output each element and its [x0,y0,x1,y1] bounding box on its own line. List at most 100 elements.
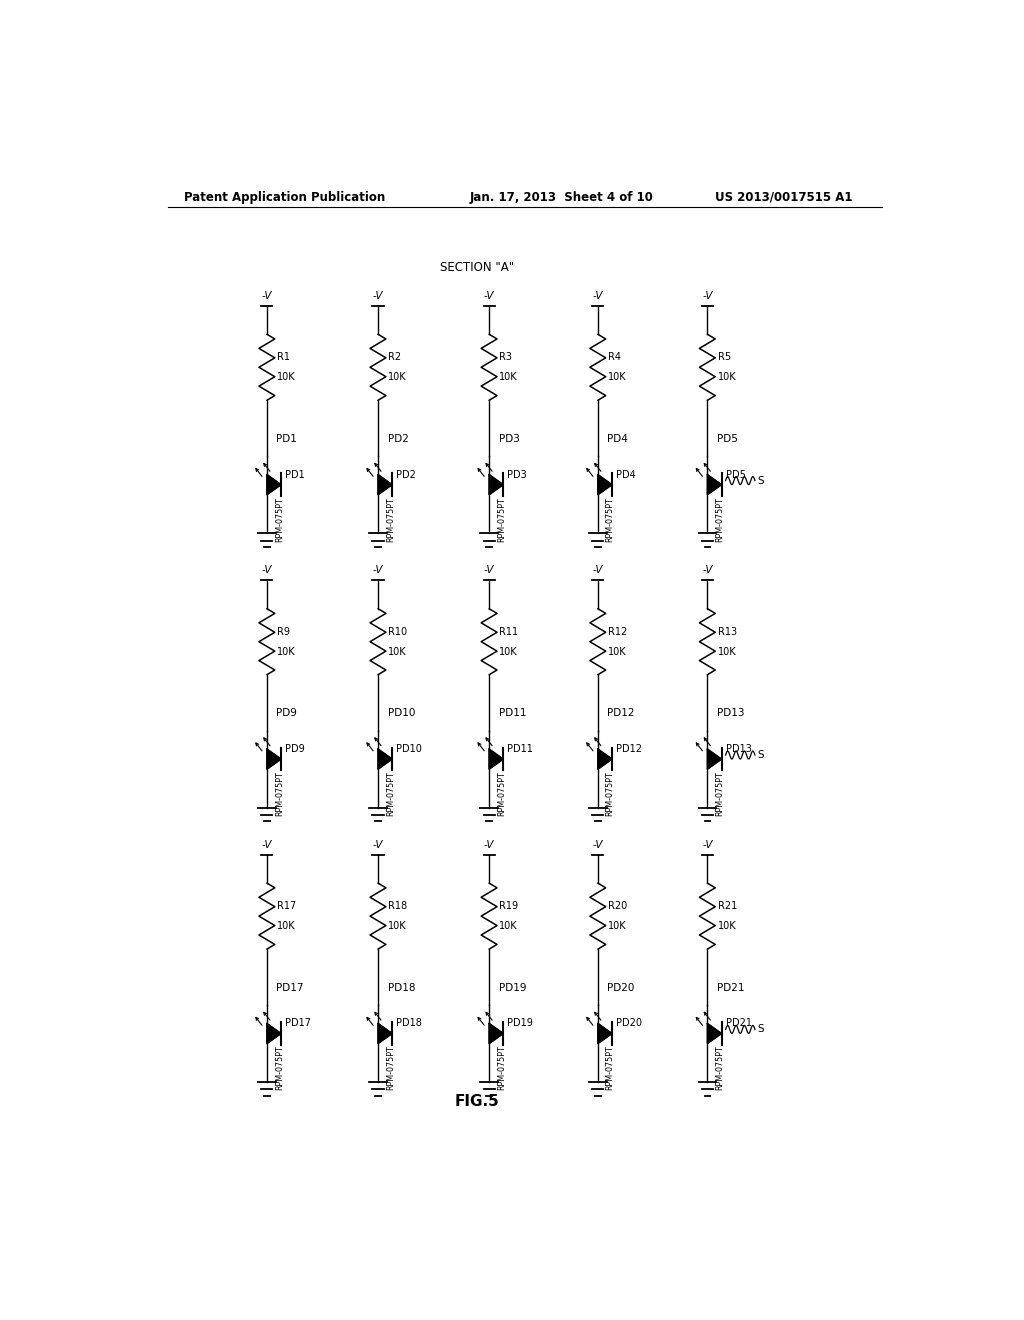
Text: PD1: PD1 [276,434,297,444]
Text: PD13: PD13 [717,709,744,718]
Text: RPM-075PT: RPM-075PT [274,1045,284,1090]
Polygon shape [708,474,722,495]
Text: RPM-075PT: RPM-075PT [715,1045,724,1090]
Text: -V: -V [261,565,272,576]
Polygon shape [489,748,504,770]
Text: -V: -V [261,840,272,850]
Text: RPM-075PT: RPM-075PT [386,496,395,541]
Text: RPM-075PT: RPM-075PT [274,496,284,541]
Text: RPM-075PT: RPM-075PT [606,1045,614,1090]
Text: PD20: PD20 [616,1019,642,1028]
Text: PD4: PD4 [607,434,628,444]
Text: RPM-075PT: RPM-075PT [497,1045,506,1090]
Text: -V: -V [593,840,603,850]
Text: PD2: PD2 [387,434,409,444]
Polygon shape [489,1023,504,1044]
Text: 10K: 10K [500,372,518,383]
Text: 10K: 10K [278,372,296,383]
Text: 10K: 10K [500,647,518,657]
Text: 10K: 10K [388,921,407,932]
Text: -V: -V [373,565,383,576]
Text: PD4: PD4 [616,470,636,479]
Text: R1: R1 [278,352,290,362]
Text: -V: -V [483,290,495,301]
Polygon shape [378,474,392,495]
Text: S: S [758,1024,764,1035]
Text: RPM-075PT: RPM-075PT [715,771,724,816]
Text: R3: R3 [500,352,512,362]
Text: RPM-075PT: RPM-075PT [497,496,506,541]
Text: RPM-075PT: RPM-075PT [386,771,395,816]
Text: -V: -V [593,565,603,576]
Text: PD2: PD2 [396,470,416,479]
Text: SECTION "A": SECTION "A" [440,260,514,273]
Text: PD20: PD20 [607,983,635,993]
Text: RPM-075PT: RPM-075PT [606,496,614,541]
Text: R17: R17 [278,902,296,911]
Text: 10K: 10K [608,647,627,657]
Text: -V: -V [483,565,495,576]
Polygon shape [489,474,504,495]
Text: PD12: PD12 [616,744,642,754]
Text: R12: R12 [608,627,628,636]
Text: PD11: PD11 [507,744,534,754]
Polygon shape [708,748,722,770]
Text: PD21: PD21 [726,1019,752,1028]
Text: 10K: 10K [278,647,296,657]
Text: R20: R20 [608,902,628,911]
Text: -V: -V [702,840,713,850]
Text: R2: R2 [388,352,401,362]
Text: R13: R13 [718,627,737,636]
Polygon shape [267,474,282,495]
Text: RPM-075PT: RPM-075PT [497,771,506,816]
Text: Jan. 17, 2013  Sheet 4 of 10: Jan. 17, 2013 Sheet 4 of 10 [469,190,653,203]
Text: 10K: 10K [388,372,407,383]
Text: R9: R9 [278,627,290,636]
Polygon shape [598,1023,612,1044]
Text: -V: -V [373,840,383,850]
Text: 10K: 10K [608,921,627,932]
Text: PD21: PD21 [717,983,744,993]
Text: PD17: PD17 [276,983,304,993]
Text: -V: -V [702,565,713,576]
Text: R5: R5 [718,352,731,362]
Text: PD17: PD17 [285,1019,311,1028]
Text: PD11: PD11 [499,709,526,718]
Text: R4: R4 [608,352,622,362]
Text: 10K: 10K [718,647,736,657]
Text: 10K: 10K [500,921,518,932]
Text: PD9: PD9 [285,744,305,754]
Text: 10K: 10K [278,921,296,932]
Text: S: S [758,475,764,486]
Text: RPM-075PT: RPM-075PT [274,771,284,816]
Polygon shape [267,748,282,770]
Text: PD5: PD5 [717,434,737,444]
Text: -V: -V [702,290,713,301]
Polygon shape [598,474,612,495]
Text: PD13: PD13 [726,744,752,754]
Text: PD3: PD3 [507,470,527,479]
Polygon shape [708,1023,722,1044]
Text: PD1: PD1 [285,470,305,479]
Text: R21: R21 [718,902,737,911]
Polygon shape [598,748,612,770]
Text: US 2013/0017515 A1: US 2013/0017515 A1 [715,190,853,203]
Text: RPM-075PT: RPM-075PT [386,1045,395,1090]
Text: R19: R19 [500,902,518,911]
Text: -V: -V [261,290,272,301]
Text: S: S [758,750,764,760]
Polygon shape [378,748,392,770]
Text: RPM-075PT: RPM-075PT [715,496,724,541]
Text: 10K: 10K [388,647,407,657]
Polygon shape [378,1023,392,1044]
Text: FIG.5: FIG.5 [455,1094,500,1109]
Text: PD18: PD18 [396,1019,422,1028]
Text: 10K: 10K [608,372,627,383]
Text: -V: -V [483,840,495,850]
Text: R10: R10 [388,627,408,636]
Text: 10K: 10K [718,921,736,932]
Text: PD18: PD18 [387,983,415,993]
Text: 10K: 10K [718,372,736,383]
Text: R11: R11 [500,627,518,636]
Text: PD5: PD5 [726,470,745,479]
